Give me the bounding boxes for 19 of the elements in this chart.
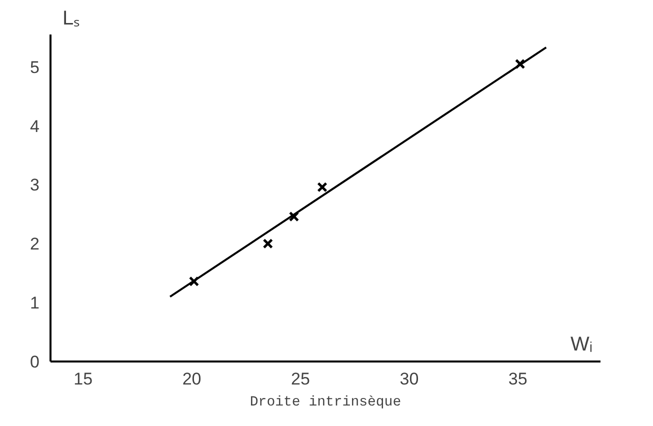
point: [188, 276, 200, 287]
x-tick-label: 20: [182, 370, 202, 388]
y-tick-label: 5: [30, 58, 40, 77]
y-tick-label: 3: [30, 176, 40, 195]
point: [317, 182, 328, 192]
point: [514, 58, 526, 70]
y-tick-label: 0: [30, 352, 40, 372]
y-tick-label: 1: [30, 294, 40, 313]
y-axis-title: Lₛ: [62, 8, 80, 30]
point: [288, 211, 300, 222]
y-tick-label: 2: [30, 234, 40, 254]
y-tick-label: 4: [30, 116, 40, 136]
x-tick-label: 30: [400, 370, 419, 388]
x-tick-label: 25: [291, 370, 310, 388]
point: [262, 238, 274, 249]
x-tick-label: 35: [508, 370, 528, 388]
x-tick-label: 15: [74, 370, 93, 388]
text: Droite intrinsèque: [250, 394, 402, 410]
x-axis-title: Wᵢ: [570, 334, 593, 356]
